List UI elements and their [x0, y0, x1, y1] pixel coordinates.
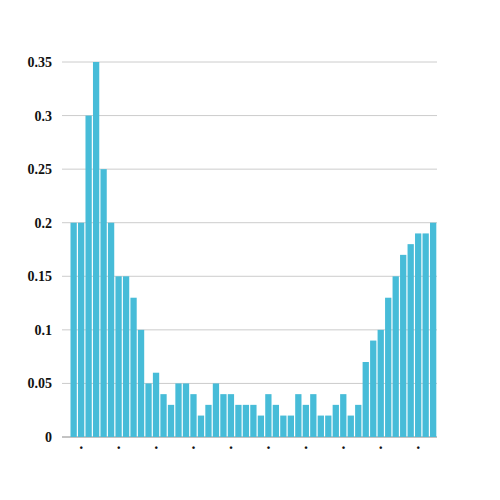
bar — [318, 416, 324, 437]
bar — [258, 416, 264, 437]
bar — [250, 405, 256, 437]
x-tick-label: . — [266, 435, 270, 452]
bar — [325, 416, 331, 437]
bar — [393, 276, 399, 437]
x-tick-label: . — [379, 435, 383, 452]
grid-line — [62, 222, 437, 223]
bar — [280, 416, 286, 437]
bar — [310, 394, 316, 437]
bar — [363, 362, 369, 437]
bar — [198, 416, 204, 437]
y-tick-label: 0.15 — [28, 269, 53, 284]
bar — [430, 223, 436, 437]
chart-container: 0 0.05 0.1 0.15 0.2 0.25 0.3 0.35.......... — [0, 0, 500, 500]
bar — [423, 233, 429, 437]
grid — [62, 62, 437, 437]
bar — [160, 394, 166, 437]
bar — [108, 223, 114, 437]
x-tick-label: . — [341, 435, 345, 452]
bar — [265, 394, 271, 437]
bar — [190, 394, 196, 437]
bar — [385, 298, 391, 437]
bar — [340, 394, 346, 437]
x-tick-label: . — [79, 435, 83, 452]
bar — [415, 233, 421, 437]
bar — [333, 405, 339, 437]
x-tick-label: . — [117, 435, 121, 452]
x-tick-label: . — [192, 435, 196, 452]
grid-line — [62, 169, 437, 170]
x-tick-label: . — [416, 435, 420, 452]
bar — [153, 373, 159, 437]
y-tick-label: 0.3 — [35, 109, 53, 124]
x-tick-label: . — [304, 435, 308, 452]
bar — [370, 341, 376, 437]
grid-line — [62, 115, 437, 116]
y-tick-label: 0.05 — [28, 376, 53, 391]
bar — [273, 405, 279, 437]
bar — [115, 276, 121, 437]
bar — [288, 416, 294, 437]
y-tick-label: 0.35 — [28, 55, 53, 70]
bar — [378, 330, 384, 437]
y-tick-label: 0 — [45, 430, 52, 445]
bar — [130, 298, 136, 437]
y-tick-label: 0.25 — [28, 162, 53, 177]
bar — [175, 383, 181, 437]
bar — [85, 116, 91, 437]
bar — [400, 255, 406, 437]
y-tick-label: 0.1 — [35, 323, 53, 338]
bar — [183, 383, 189, 437]
bar — [355, 405, 361, 437]
bar — [100, 169, 106, 437]
bar — [205, 405, 211, 437]
bar — [303, 405, 309, 437]
bar — [243, 405, 249, 437]
chart-svg: 0 0.05 0.1 0.15 0.2 0.25 0.3 0.35.......... — [0, 0, 500, 500]
bar — [168, 405, 174, 437]
bar — [145, 383, 151, 437]
bar — [71, 223, 77, 437]
bar — [138, 330, 144, 437]
bar — [408, 244, 414, 437]
bar — [235, 405, 241, 437]
bar — [78, 223, 84, 437]
grid-line — [62, 62, 437, 63]
bar — [228, 394, 234, 437]
y-tick-label: 0.2 — [35, 216, 53, 231]
bar — [123, 276, 129, 437]
bar — [348, 416, 354, 437]
bars — [71, 62, 437, 437]
bar — [295, 394, 301, 437]
bar — [93, 62, 99, 437]
bar — [220, 394, 226, 437]
x-tick-label: . — [229, 435, 233, 452]
x-tick-label: . — [154, 435, 158, 452]
bar — [213, 383, 219, 437]
